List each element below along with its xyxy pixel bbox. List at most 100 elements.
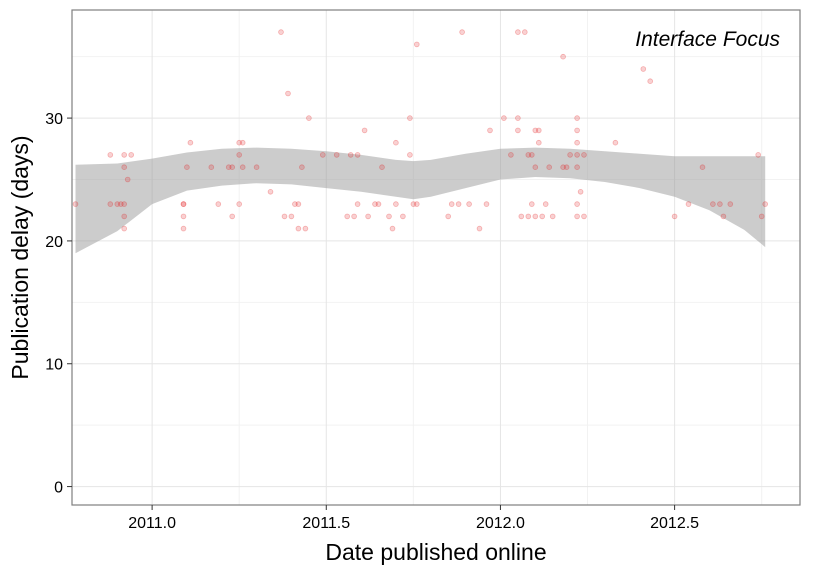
data-point [466, 201, 472, 207]
data-point [448, 201, 455, 207]
data-point [532, 213, 539, 220]
data-point [410, 201, 417, 207]
data-point [285, 90, 291, 97]
data-point [717, 201, 723, 207]
data-point [333, 152, 340, 158]
data-point [487, 127, 493, 134]
data-point [525, 213, 532, 220]
data-point [720, 213, 727, 220]
annotation-text: Interface Focus [635, 28, 780, 51]
data-point [532, 164, 539, 171]
data-point [518, 213, 525, 220]
data-point [295, 225, 302, 232]
data-point [239, 164, 246, 171]
data-point [560, 164, 566, 171]
data-point [267, 189, 274, 195]
data-point [215, 201, 222, 207]
data-point [121, 152, 127, 158]
data-point [563, 164, 570, 171]
x-tick-label: 2012.5 [650, 515, 699, 532]
grid-major [72, 10, 800, 505]
data-point [542, 201, 549, 207]
data-point [755, 152, 761, 158]
data-point [528, 152, 535, 158]
smooth-confidence-band [75, 147, 766, 254]
data-point [413, 201, 420, 207]
data-point [299, 164, 305, 171]
data-point [180, 213, 187, 220]
data-point [574, 139, 580, 146]
data-point [121, 164, 127, 171]
data-point [236, 152, 243, 158]
data-point [525, 152, 532, 158]
data-point [574, 127, 580, 134]
data-point [567, 152, 573, 158]
data-point [187, 139, 194, 146]
data-point [236, 139, 243, 146]
data-point [532, 127, 539, 134]
data-point [549, 213, 556, 220]
data-point [344, 213, 351, 220]
data-point [365, 213, 371, 220]
data-point [351, 213, 357, 220]
panel-border [71, 9, 801, 506]
data-point [239, 139, 246, 146]
data-point [281, 213, 288, 220]
data-point [236, 201, 243, 207]
data-point [762, 201, 768, 207]
data-point [180, 201, 187, 207]
data-point [535, 127, 542, 134]
data-point [400, 213, 406, 220]
data-point [581, 152, 587, 158]
y-tick-label: 10 [45, 357, 63, 374]
data-point [581, 213, 587, 220]
data-point [118, 201, 124, 207]
data-point [389, 225, 396, 232]
data-point [577, 189, 584, 195]
data-point [225, 164, 232, 171]
data-point [535, 139, 542, 146]
data-point [612, 139, 619, 146]
tick-labels: 2011.0 2011.5 2012.0 2012.5 0 10 20 30 [45, 111, 699, 532]
data-point [407, 115, 413, 121]
data-point [375, 201, 382, 207]
data-point [515, 127, 521, 134]
data-point [710, 201, 716, 207]
data-point [306, 115, 312, 121]
data-point [302, 225, 309, 232]
y-tick-label: 20 [45, 234, 63, 251]
y-tick-label: 0 [54, 480, 63, 497]
data-point [758, 213, 765, 220]
data-point [107, 152, 114, 158]
data-point [501, 115, 507, 121]
data-point [476, 225, 483, 232]
data-point [180, 225, 187, 232]
data-point [372, 201, 378, 207]
data-point [539, 213, 545, 220]
data-point [413, 41, 420, 48]
data-point [521, 29, 528, 35]
data-point [574, 152, 580, 158]
data-point [121, 201, 127, 207]
data-point [361, 127, 368, 134]
data-point [671, 213, 678, 220]
data-point [640, 66, 647, 72]
data-point [319, 152, 326, 158]
data-point [354, 201, 361, 207]
data-point [699, 164, 706, 171]
data-point [229, 164, 236, 171]
data-point [574, 115, 580, 121]
data-point [574, 164, 580, 171]
data-point [292, 201, 298, 207]
data-point [445, 213, 452, 220]
data-point [128, 152, 135, 158]
y-axis-title: Publication delay (days) [7, 135, 33, 379]
data-point [727, 201, 734, 207]
data-point [288, 213, 295, 220]
data-point [393, 139, 399, 146]
data-point [121, 225, 127, 232]
data-point [515, 29, 521, 35]
data-point [354, 152, 361, 158]
